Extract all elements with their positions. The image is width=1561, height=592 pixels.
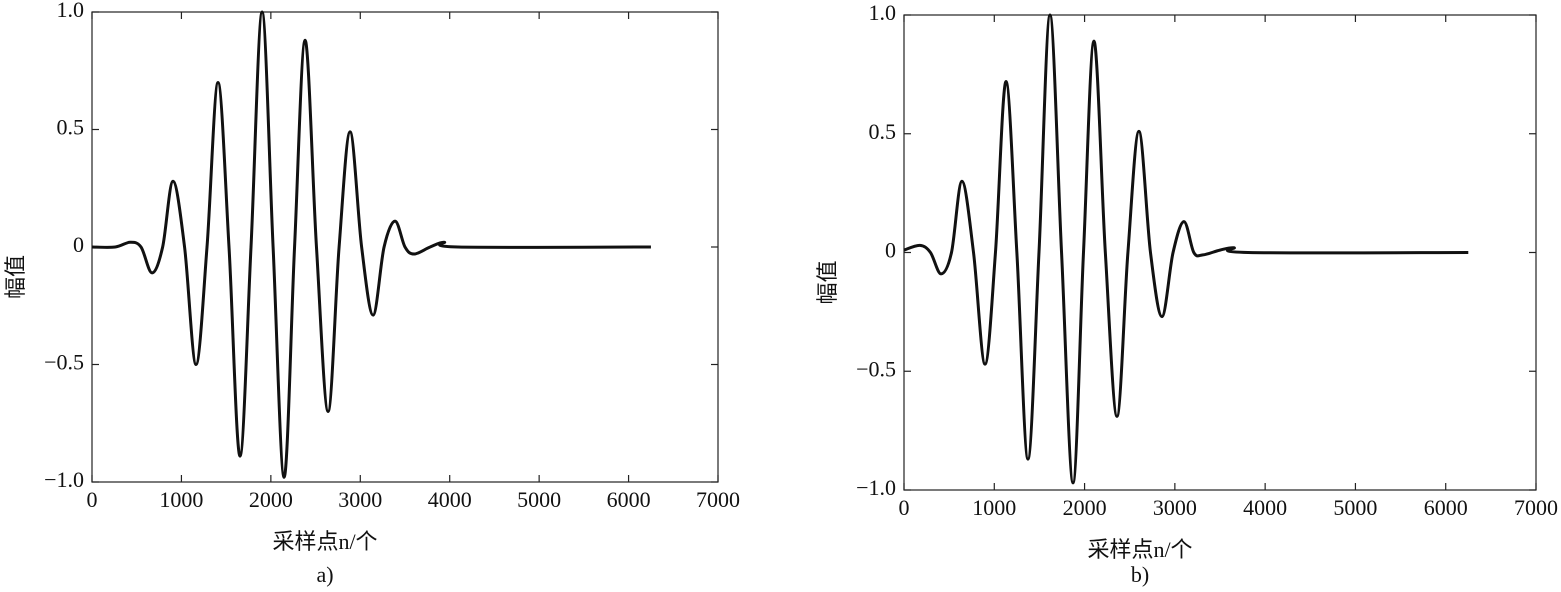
x-tick-label: 3000 xyxy=(338,487,382,512)
panel-caption: b) xyxy=(1131,562,1149,587)
x-tick-label: 6000 xyxy=(1424,495,1468,520)
x-tick-label: 2000 xyxy=(1063,495,1107,520)
x-axis-label: 采样点n/个 xyxy=(272,529,377,554)
x-tick-label: 7000 xyxy=(696,487,740,512)
y-tick-label: 0 xyxy=(885,238,896,263)
x-tick-label: 5000 xyxy=(517,487,561,512)
wave-line xyxy=(903,13,1469,485)
y-tick-label: 0.5 xyxy=(869,119,897,144)
y-tick-label: −0.5 xyxy=(856,356,896,381)
x-tick-label: 5000 xyxy=(1333,495,1377,520)
x-tick-label: 1000 xyxy=(159,487,203,512)
y-tick-label: −1.0 xyxy=(856,475,896,500)
y-tick-label: 0 xyxy=(73,232,84,257)
x-tick-label: 2000 xyxy=(249,487,293,512)
y-tick-label: −0.5 xyxy=(44,350,84,375)
x-axis-label: 采样点n/个 xyxy=(1087,537,1192,562)
y-tick-label: −1.0 xyxy=(44,467,84,492)
y-tick-label: 1.0 xyxy=(57,0,85,22)
x-tick-label: 0 xyxy=(899,495,910,520)
wave-line xyxy=(91,10,651,479)
y-tick-label: 1.0 xyxy=(869,0,897,25)
x-tick-label: 7000 xyxy=(1514,495,1558,520)
x-tick-label: 0 xyxy=(87,487,98,512)
y-axis-label: 幅值 xyxy=(3,255,28,299)
x-tick-label: 6000 xyxy=(607,487,651,512)
x-tick-label: 3000 xyxy=(1153,495,1197,520)
y-tick-label: 0.5 xyxy=(57,115,85,140)
x-tick-label: 4000 xyxy=(1243,495,1287,520)
x-tick-label: 4000 xyxy=(428,487,472,512)
panel-caption: a) xyxy=(316,562,333,587)
x-tick-label: 1000 xyxy=(972,495,1016,520)
y-axis-label: 幅值 xyxy=(815,260,840,304)
